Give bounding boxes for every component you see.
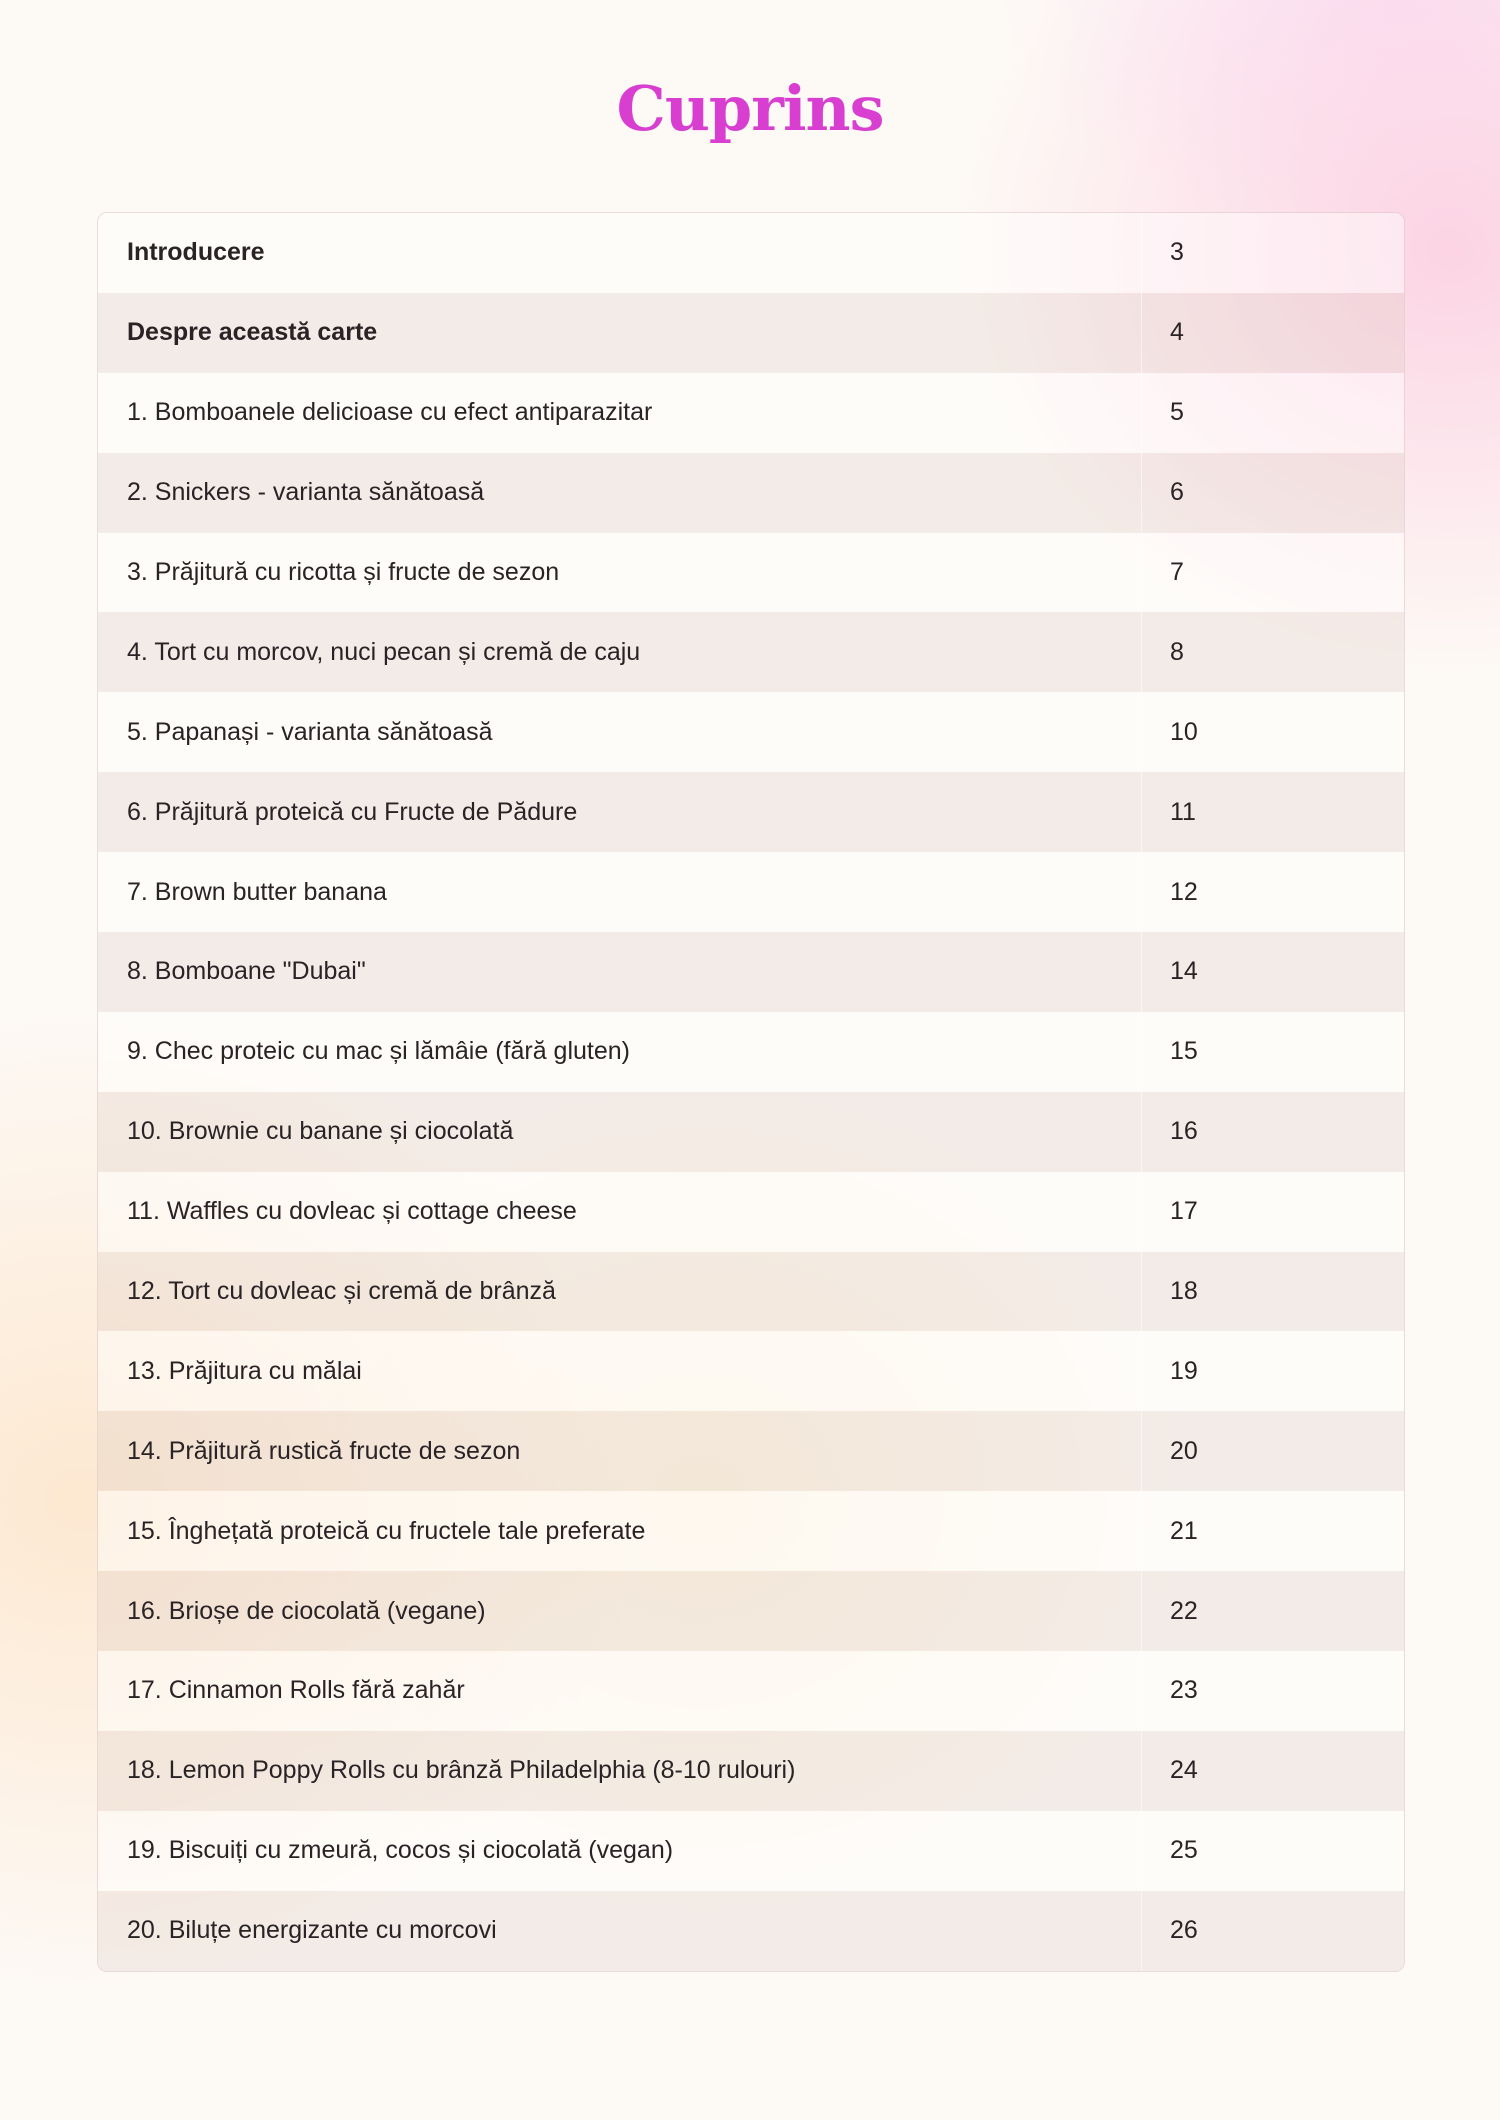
toc-entry[interactable]: 8. Bomboane "Dubai" 14 bbox=[98, 932, 1404, 1012]
toc-entry-page: 22 bbox=[1170, 1596, 1198, 1625]
toc-entry[interactable]: 13. Prăjitura cu mălai 19 bbox=[98, 1331, 1404, 1412]
toc-entry-page: 26 bbox=[1170, 1916, 1198, 1945]
toc-entry[interactable]: 14. Prăjitură rustică fructe de sezon 20 bbox=[98, 1411, 1404, 1492]
toc-entry[interactable]: 20. Biluțe energizante cu morcovi 26 bbox=[98, 1890, 1404, 1971]
toc-entry[interactable]: 9. Chec proteic cu mac și lămâie (fără g… bbox=[98, 1011, 1404, 1092]
toc-entry[interactable]: 3. Prăjitură cu ricotta și fructe de sez… bbox=[98, 532, 1404, 613]
toc-entry[interactable]: 11. Waffles cu dovleac și cottage cheese… bbox=[98, 1171, 1404, 1252]
toc-entry-title: 19. Biscuiți cu zmeură, cocos și ciocola… bbox=[98, 1810, 1142, 1891]
toc-entry-title: 1. Bomboanele delicioase cu efect antipa… bbox=[98, 372, 1142, 453]
toc-entry[interactable]: 6. Prăjitură proteică cu Fructe de Pădur… bbox=[98, 772, 1404, 853]
toc-entry[interactable]: 17. Cinnamon Rolls fără zahăr 23 bbox=[98, 1651, 1404, 1731]
toc-entry[interactable]: 15. Înghețată proteică cu fructele tale … bbox=[98, 1491, 1404, 1572]
table-of-contents: Introducere 3 Despre această carte 4 1. Bomb… bbox=[97, 212, 1405, 1972]
toc-entry-page: 25 bbox=[1170, 1836, 1198, 1865]
toc-entry-title: 15. Înghețată proteică cu fructele tale … bbox=[98, 1491, 1142, 1572]
toc-entry[interactable]: 18. Lemon Poppy Rolls cu brânză Philadel… bbox=[98, 1730, 1404, 1811]
toc-entry-page: 21 bbox=[1170, 1516, 1198, 1545]
toc-entry-title: 9. Chec proteic cu mac și lămâie (fără g… bbox=[98, 1011, 1142, 1092]
toc-entry-title: 13. Prăjitura cu mălai bbox=[98, 1331, 1142, 1412]
toc-entry-title: 5. Papanași - varianta sănătoasă bbox=[98, 692, 1142, 773]
toc-entry[interactable]: 16. Brioșe de ciocolată (vegane) 22 bbox=[98, 1571, 1404, 1652]
toc-entry-title: 6. Prăjitură proteică cu Fructe de Pădur… bbox=[98, 772, 1142, 853]
toc-entry-page: 5 bbox=[1170, 398, 1184, 427]
toc-entry-page: 24 bbox=[1170, 1756, 1198, 1785]
toc-entry[interactable]: Introducere 3 bbox=[98, 213, 1404, 293]
toc-entry-title: 12. Tort cu dovleac și cremă de brânză bbox=[98, 1251, 1142, 1332]
toc-entry[interactable]: 19. Biscuiți cu zmeură, cocos și ciocola… bbox=[98, 1810, 1404, 1891]
toc-entry-page: 23 bbox=[1170, 1676, 1198, 1705]
toc-entry-page: 3 bbox=[1170, 238, 1184, 267]
toc-entry-page: 18 bbox=[1170, 1277, 1198, 1306]
toc-entry-page: 19 bbox=[1170, 1356, 1198, 1385]
toc-entry-title: 3. Prăjitură cu ricotta și fructe de sez… bbox=[98, 532, 1142, 613]
toc-entry-title: 14. Prăjitură rustică fructe de sezon bbox=[98, 1411, 1142, 1492]
toc-entry-page: 14 bbox=[1170, 957, 1198, 986]
toc-entry-title: Despre această carte bbox=[98, 292, 1142, 373]
toc-entry-title: 4. Tort cu morcov, nuci pecan și cremă d… bbox=[98, 612, 1142, 693]
toc-entry-title: Introducere bbox=[98, 213, 1142, 293]
toc-entry[interactable]: 10. Brownie cu banane și ciocolată 16 bbox=[98, 1091, 1404, 1172]
toc-entry-title: 7. Brown butter banana bbox=[98, 852, 1142, 933]
toc-entry-title: 2. Snickers - varianta sănătoasă bbox=[98, 452, 1142, 533]
toc-entry-page: 17 bbox=[1170, 1197, 1198, 1226]
toc-entry-page: 15 bbox=[1170, 1037, 1198, 1066]
toc-entry[interactable]: 7. Brown butter banana 12 bbox=[98, 852, 1404, 933]
toc-entry-title: 11. Waffles cu dovleac și cottage cheese bbox=[98, 1171, 1142, 1252]
toc-entry-title: 10. Brownie cu banane și ciocolată bbox=[98, 1091, 1142, 1172]
toc-entry-page: 8 bbox=[1170, 637, 1184, 666]
toc-entry[interactable]: 1. Bomboanele delicioase cu efect antipa… bbox=[98, 372, 1404, 453]
toc-entry-title: 17. Cinnamon Rolls fără zahăr bbox=[98, 1651, 1142, 1731]
toc-entry[interactable]: 2. Snickers - varianta sănătoasă 6 bbox=[98, 452, 1404, 533]
toc-entry[interactable]: 4. Tort cu morcov, nuci pecan și cremă d… bbox=[98, 612, 1404, 693]
toc-entry-title: 16. Brioșe de ciocolată (vegane) bbox=[98, 1571, 1142, 1652]
toc-entry-title: 8. Bomboane "Dubai" bbox=[98, 932, 1142, 1012]
toc-entry-page: 10 bbox=[1170, 717, 1198, 746]
toc-entry-page: 12 bbox=[1170, 877, 1198, 906]
toc-entry-page: 16 bbox=[1170, 1117, 1198, 1146]
toc-entry-page: 11 bbox=[1170, 797, 1196, 826]
toc-entry[interactable]: Despre această carte 4 bbox=[98, 292, 1404, 373]
page-title: Cuprins bbox=[616, 72, 885, 145]
toc-entry-title: 18. Lemon Poppy Rolls cu brânză Philadel… bbox=[98, 1730, 1142, 1811]
toc-entry[interactable]: 12. Tort cu dovleac și cremă de brânză 18 bbox=[98, 1251, 1404, 1332]
toc-entry-page: 20 bbox=[1170, 1436, 1198, 1465]
toc-entry-title: 20. Biluțe energizante cu morcovi bbox=[98, 1890, 1142, 1971]
toc-entry-page: 7 bbox=[1170, 558, 1184, 586]
toc-entry[interactable]: 5. Papanași - varianta sănătoasă 10 bbox=[98, 692, 1404, 773]
toc-entry-page: 4 bbox=[1170, 318, 1184, 347]
toc-entry-page: 6 bbox=[1170, 478, 1184, 507]
